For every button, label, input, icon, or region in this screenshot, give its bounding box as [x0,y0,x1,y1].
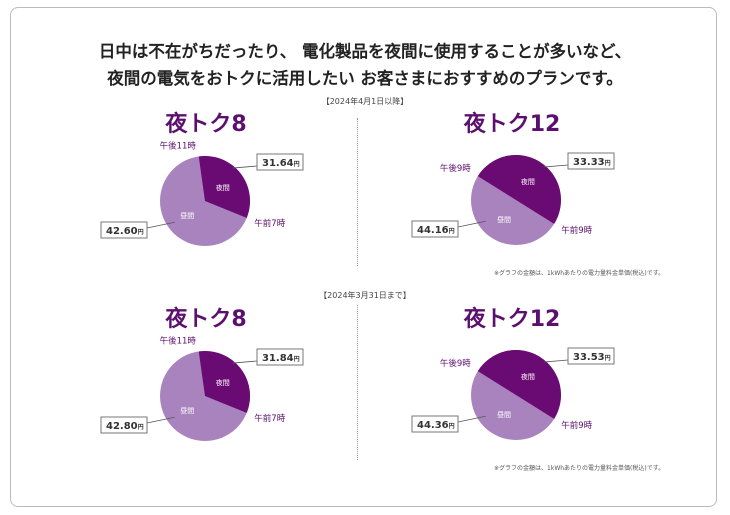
plan-title: 夜トク8 [165,307,247,332]
day-price-box [411,415,459,433]
leader-line [543,359,569,363]
leader-line [146,416,175,424]
slice-label-day: 昼間 [497,411,511,419]
night-end-label: 午前7時 [254,218,285,229]
price-note: ※グラフの金額は、1kWhあたりの電力量料金単価(税込)です。 [494,465,665,472]
night-price: 33.33円 [573,157,611,168]
leader-line [232,165,258,169]
heading-line-1: 日中は不在がちだったり、 電化製品を夜間に使用することが多いなど、 [98,42,632,61]
pie-slice-night [198,156,250,218]
plan-title: 夜トク12 [463,307,561,332]
day-price-box [100,221,148,239]
plan-title: 夜トク8 [165,112,247,137]
night-end-label: 午前9時 [561,225,592,236]
day-price-box [411,220,459,238]
slice-label-night: 夜間 [521,372,535,381]
leader-line [232,360,258,364]
plan-title: 夜トク12 [463,112,561,137]
night-price: 31.84円 [262,353,300,364]
pie-slice-night [198,350,250,413]
heading-line-2: 夜間の電気をおトクに活用したい お客さまにおすすめのプランです。 [107,69,623,88]
night-price-box [567,347,615,365]
night-price-box [256,153,304,171]
pie-slice-night [477,350,561,419]
night-start-label: 午後9時 [440,358,471,369]
night-start-label: 午後11時 [160,140,197,151]
night-end-label: 午前9時 [561,420,592,431]
day-price: 44.36円 [417,420,455,431]
leader-line [146,221,175,229]
price-note: ※グラフの金額は、1kWhあたりの電力量料金単価(税込)です。 [494,270,665,277]
period-label-2024-03: 【2024年3月31日まで】 [319,291,411,300]
day-price: 44.16円 [417,225,455,236]
slice-label-night: 夜間 [216,378,230,387]
night-start-label: 午後11時 [160,335,197,346]
day-price: 42.60円 [106,226,144,237]
slice-label-night: 夜間 [216,183,230,192]
day-price-box [100,416,148,434]
night-end-label: 午前7時 [254,413,285,424]
day-price: 42.80円 [106,421,144,432]
divider [357,305,358,460]
period-label-2024-04: 【2024年4月1日以降】 [321,97,409,106]
slice-label-day: 昼間 [180,212,194,220]
leader-line [543,164,569,168]
night-price: 33.53円 [573,352,611,363]
night-start-label: 午後9時 [440,163,471,174]
leader-line [457,415,486,423]
night-price-box [567,152,615,170]
pie-slice-night [477,154,562,224]
slice-label-day: 昼間 [180,407,194,415]
leader-line [457,220,486,228]
divider [357,118,358,266]
slice-label-night: 夜間 [521,177,535,186]
slice-label-day: 昼間 [497,216,511,224]
night-price: 31.64円 [262,158,300,169]
plan-card [10,7,717,507]
night-price-box [256,348,304,366]
